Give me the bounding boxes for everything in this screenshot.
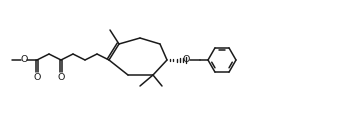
Text: O: O [33,72,41,81]
Text: O: O [20,56,28,65]
Text: O: O [182,56,190,65]
Text: O: O [57,72,65,81]
